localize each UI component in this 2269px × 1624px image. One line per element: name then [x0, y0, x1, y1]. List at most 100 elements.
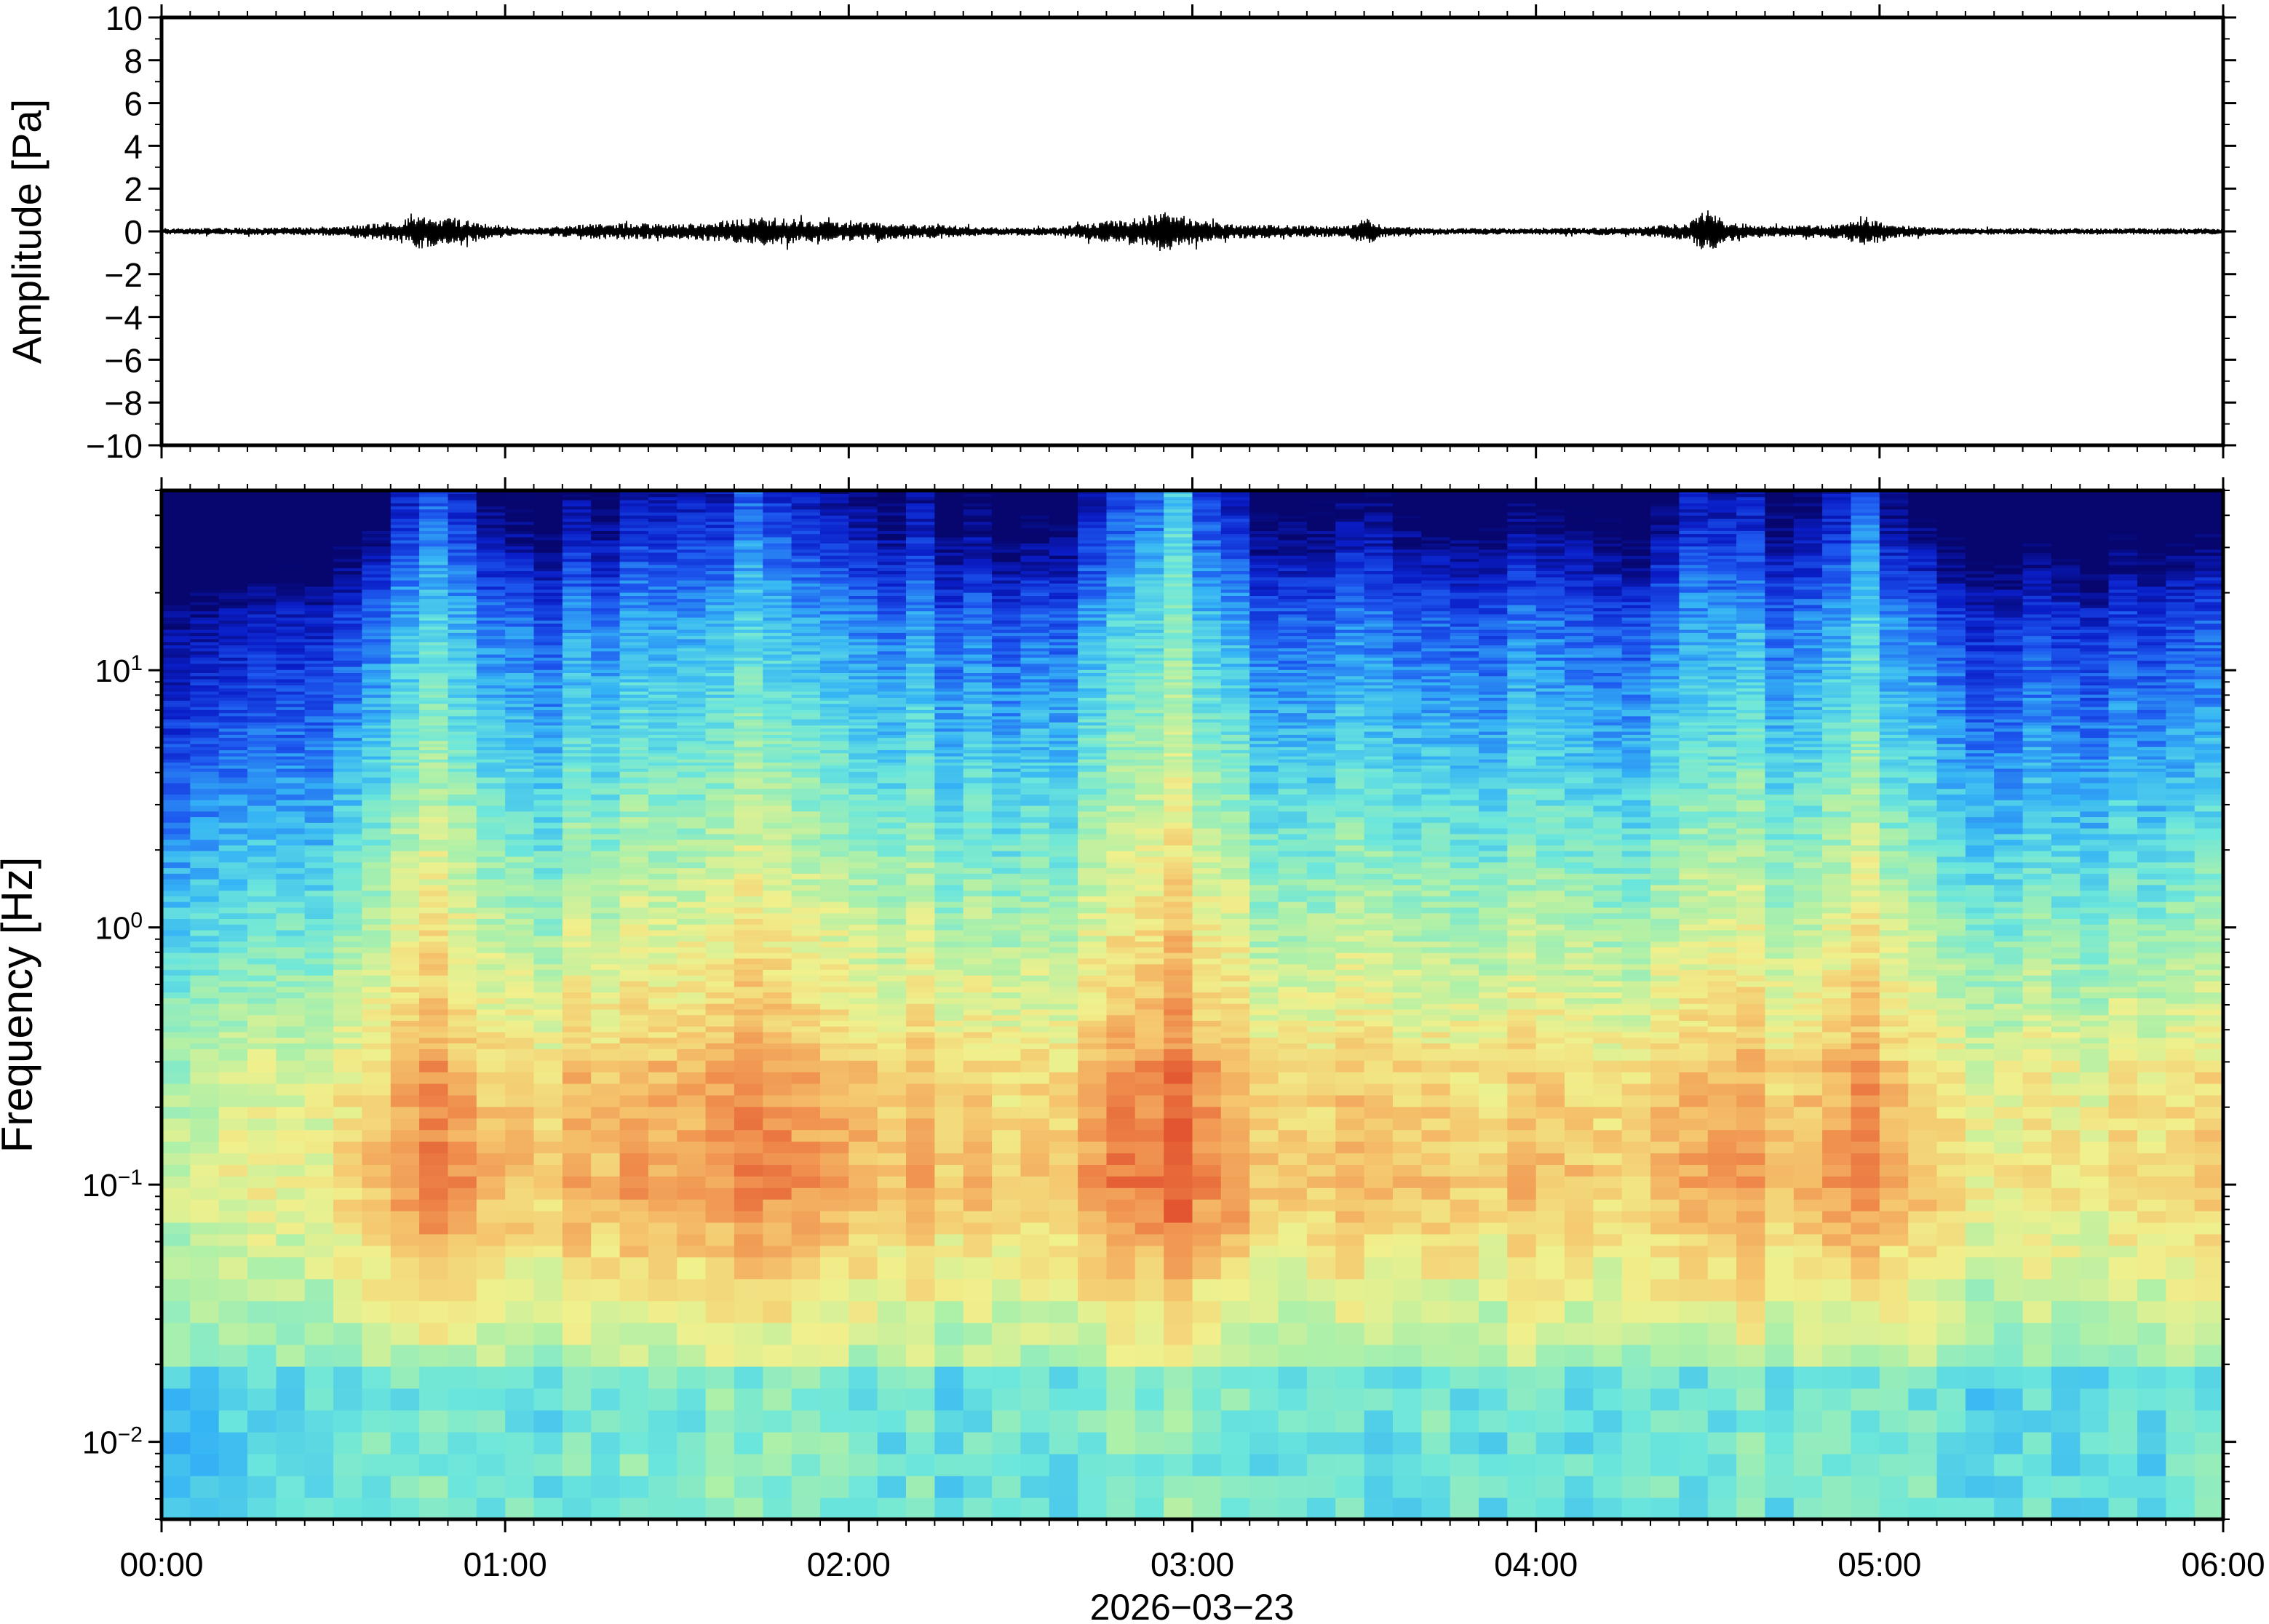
spectrogram-cell [763, 980, 792, 987]
spectrogram-cell [677, 1060, 707, 1072]
spectrogram-cell [362, 980, 392, 987]
spectrogram-cell [276, 782, 306, 789]
spectrogram-cell [763, 682, 792, 685]
spectrogram-cell [849, 660, 878, 664]
spectrogram-cell [218, 1198, 248, 1211]
spectrogram-cell [734, 638, 763, 642]
spectrogram-cell [476, 1210, 506, 1223]
spectrogram-cell [591, 570, 621, 575]
spectrogram-cell [591, 608, 621, 612]
spectrogram-cell [934, 1048, 964, 1061]
spectrogram-cell [820, 1153, 850, 1165]
spectrogram-cell [648, 533, 677, 538]
spectrogram-cell [190, 509, 220, 513]
spectrogram-cell [849, 1020, 878, 1027]
spectrogram-cell [906, 564, 936, 568]
spectrogram-cell [533, 1153, 563, 1165]
spectrogram-cell [877, 912, 907, 919]
spectrogram-cell [362, 561, 392, 565]
spectrogram-cell [705, 493, 735, 498]
spectrogram-cell [448, 884, 477, 891]
spectrogram-cell [276, 533, 306, 538]
spectrogram-cell [247, 648, 277, 652]
spectrogram-cell [390, 672, 420, 677]
spectrogram-cell [677, 573, 707, 578]
spectrogram-cell [763, 1497, 792, 1519]
spectrogram-cell [448, 583, 477, 587]
spectrogram-cell [390, 805, 420, 812]
spectrogram-cell [877, 1129, 907, 1142]
spectrogram-cell [934, 632, 964, 637]
spectrogram-cell [934, 947, 964, 953]
spectrogram-cell [820, 867, 850, 874]
spectrogram-cell [362, 512, 392, 516]
spectrogram-cell [476, 496, 506, 501]
spectrogram-cell [963, 1106, 993, 1119]
spectrogram-cell [934, 734, 964, 739]
spectrogram-cell [448, 712, 477, 717]
spectrogram-cell [849, 589, 878, 593]
spectrogram-cell [906, 827, 936, 835]
spectrogram-cell [791, 675, 821, 680]
spectrogram-cell [390, 580, 420, 584]
spectrogram-cell [562, 907, 592, 914]
spectrogram-cell [763, 935, 792, 942]
spectrogram-cell [247, 958, 277, 965]
spectrogram-cell [705, 650, 735, 655]
spectrogram-cell [791, 536, 821, 541]
spectrogram-cell [877, 794, 907, 800]
spectrogram-cell [419, 747, 449, 751]
spectrogram-cell [419, 1300, 449, 1324]
spectrogram-cell [763, 669, 792, 673]
spectrogram-cell [533, 1344, 563, 1367]
spectrogram-cell [734, 623, 763, 627]
spectrogram-cell [791, 626, 821, 630]
spectrogram-cell [677, 884, 707, 891]
spectrogram-cell [162, 1014, 191, 1021]
spectrogram-cell [963, 1164, 993, 1177]
spectrogram-cell [677, 929, 707, 936]
spectrogram-cell [877, 929, 907, 936]
spectrogram-cell [820, 509, 850, 513]
spectrogram-cell [333, 776, 363, 784]
spectrogram-cell [162, 816, 191, 823]
spectrogram-cell [390, 1388, 420, 1411]
spectrogram-cell [304, 1257, 334, 1280]
spectrogram-cell [934, 1026, 964, 1032]
spectrogram-cell [906, 752, 936, 757]
spectrogram-cell [591, 924, 621, 931]
spectrogram-cell [791, 969, 821, 976]
spectrogram-cell [820, 552, 850, 556]
spectrogram-cell [562, 759, 592, 763]
spectrogram-cell [162, 811, 191, 818]
spectrogram-cell [505, 524, 535, 528]
spectrogram-cell [820, 952, 850, 959]
spectrogram-cell [734, 552, 763, 556]
spectrogram-cell [648, 706, 677, 710]
spectrogram-cell [648, 743, 677, 747]
spectrogram-cell [591, 694, 621, 698]
spectrogram-cell [648, 969, 677, 976]
spectrogram-cell [419, 850, 449, 857]
spectrogram-cell [419, 1129, 449, 1142]
spectrogram-cell [162, 1048, 191, 1061]
spectrogram-cell [276, 561, 306, 565]
spectrogram-cell [533, 712, 563, 717]
spectrogram-cell [591, 1141, 621, 1154]
spectrogram-cell [820, 1278, 850, 1302]
spectrogram-cell [448, 555, 477, 560]
spectrogram-cell [705, 947, 735, 953]
spectrogram-cell [619, 573, 649, 578]
spectrogram-cell [906, 558, 936, 562]
spectrogram-cell [648, 530, 677, 535]
spectrogram-cell [619, 1233, 649, 1246]
spectrogram-cell [820, 1071, 850, 1084]
spectrogram-cell [849, 509, 878, 513]
spectrogram-cell [276, 685, 306, 689]
spectrogram-cell [304, 700, 334, 704]
spectrogram-cell [562, 1094, 592, 1107]
spectrogram-cell [476, 524, 506, 528]
spectrogram-cell [734, 816, 763, 823]
spectrogram-cell [648, 663, 677, 667]
spectrogram-cell [362, 712, 392, 717]
